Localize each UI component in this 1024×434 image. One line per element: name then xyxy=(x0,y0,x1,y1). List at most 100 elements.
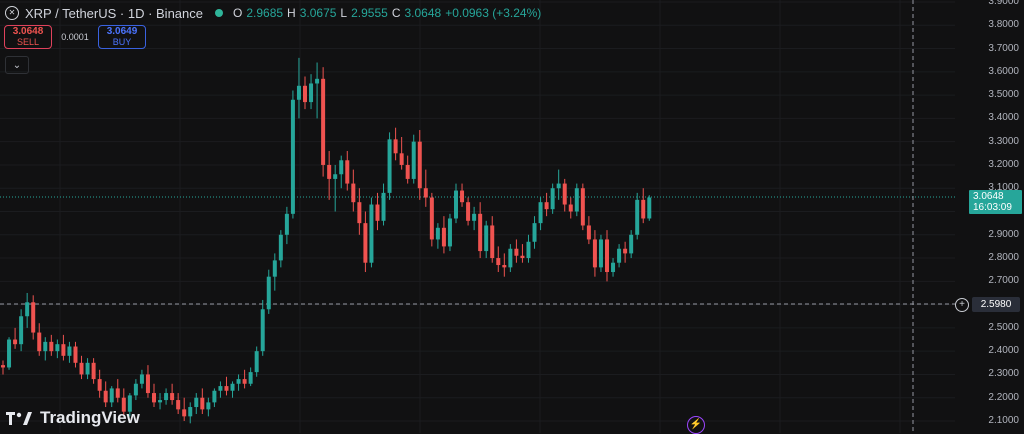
candle xyxy=(351,169,356,212)
candle xyxy=(647,195,652,221)
candle xyxy=(61,334,66,361)
candle xyxy=(303,76,307,110)
candle-body xyxy=(321,78,326,165)
price-change: +0.0963 (+3.24%) xyxy=(445,6,542,20)
candle xyxy=(290,90,295,219)
collapse-legend-button[interactable]: ⌄ xyxy=(5,56,29,74)
candle xyxy=(574,183,579,217)
candle-body xyxy=(411,141,416,179)
ohlc-values: O 2.9685 H 3.0675 L 2.9555 C 3.0648 +0.0963 … xyxy=(233,6,541,20)
candle-body xyxy=(532,223,537,242)
price-axis-label: 2.5000 xyxy=(988,321,1019,333)
candle xyxy=(399,137,404,170)
sell-button[interactable]: 3.0648 SELL xyxy=(4,25,52,49)
candle xyxy=(435,223,440,249)
candle-body xyxy=(176,400,181,410)
buy-button[interactable]: 3.0649 BUY xyxy=(98,25,146,49)
candle xyxy=(115,379,120,403)
candle-body xyxy=(109,388,114,403)
candle xyxy=(188,402,193,424)
candle-body xyxy=(393,139,398,154)
candle xyxy=(158,393,163,410)
price-axis-label: 3.6000 xyxy=(988,65,1019,77)
price-axis-label: 2.7000 xyxy=(988,275,1019,287)
candle xyxy=(67,341,72,363)
candle xyxy=(103,381,108,408)
candle-body xyxy=(152,393,156,403)
candle xyxy=(393,127,398,161)
candle xyxy=(550,183,555,214)
candle-body xyxy=(357,202,362,224)
candle-body xyxy=(127,395,132,412)
candle xyxy=(127,393,132,417)
close-label: C xyxy=(391,6,401,20)
candle-body xyxy=(586,225,591,240)
candle-body xyxy=(544,202,549,210)
candle xyxy=(236,374,241,391)
candle-body xyxy=(254,351,259,373)
candle-body xyxy=(496,258,501,266)
candle-body xyxy=(508,248,513,268)
candle-body xyxy=(435,227,440,240)
candle-body xyxy=(218,386,223,391)
sell-label: SELL xyxy=(16,37,40,47)
candle xyxy=(121,388,126,417)
high-label: H xyxy=(287,6,296,20)
candle-body xyxy=(369,204,374,263)
candle-body xyxy=(351,183,356,203)
candle xyxy=(73,341,78,368)
candle xyxy=(170,383,175,405)
candle xyxy=(605,230,609,282)
candle-body xyxy=(460,190,465,203)
xrp-logo-icon: ✕ xyxy=(5,6,19,20)
candle-body xyxy=(315,78,320,84)
price-axis-label: 2.3000 xyxy=(988,368,1019,380)
candle-body xyxy=(568,204,573,212)
candle-body xyxy=(478,213,483,252)
candle xyxy=(496,246,501,273)
candle-body xyxy=(520,255,525,259)
candle xyxy=(423,169,428,207)
candle-body xyxy=(617,248,622,263)
candle-body xyxy=(629,234,634,254)
candle-body xyxy=(526,241,531,259)
price-axis-label: 3.2000 xyxy=(988,158,1019,170)
candle-body xyxy=(19,316,24,345)
candle-body xyxy=(296,85,301,100)
candle-body xyxy=(61,344,66,356)
candle xyxy=(345,150,350,191)
candle xyxy=(85,358,90,380)
low-label: L xyxy=(340,6,348,20)
add-alert-plus-icon[interactable]: + xyxy=(955,298,969,312)
price-axis-label: 2.8000 xyxy=(988,252,1019,264)
tradingview-logo[interactable]: TradingView xyxy=(6,408,140,428)
candle xyxy=(176,393,181,415)
candle xyxy=(454,183,458,224)
candle-body xyxy=(260,309,265,352)
candle-body xyxy=(514,248,519,256)
candle-body xyxy=(472,213,477,221)
buy-price: 3.0649 xyxy=(106,26,138,37)
candle xyxy=(145,365,150,398)
candle xyxy=(375,192,380,231)
candle-body xyxy=(224,386,229,391)
candle-body xyxy=(399,153,404,165)
candle-body xyxy=(212,390,217,403)
candle xyxy=(272,253,277,291)
tradingview-logo-text: TradingView xyxy=(40,408,140,427)
lightning-icon[interactable]: ⚡ xyxy=(687,416,705,434)
candle xyxy=(623,241,628,263)
candle xyxy=(447,213,452,252)
candle xyxy=(212,388,217,408)
candle xyxy=(629,230,634,259)
candle-body xyxy=(303,85,307,103)
candle xyxy=(598,234,603,273)
candle-body xyxy=(230,383,235,391)
candle xyxy=(562,178,567,212)
candle-body xyxy=(333,174,338,179)
candle xyxy=(635,192,640,240)
candle xyxy=(31,295,36,340)
price-axis-label: 2.4000 xyxy=(988,345,1019,357)
symbol-title[interactable]: XRP / TetherUS · 1D · Binance xyxy=(25,5,203,21)
